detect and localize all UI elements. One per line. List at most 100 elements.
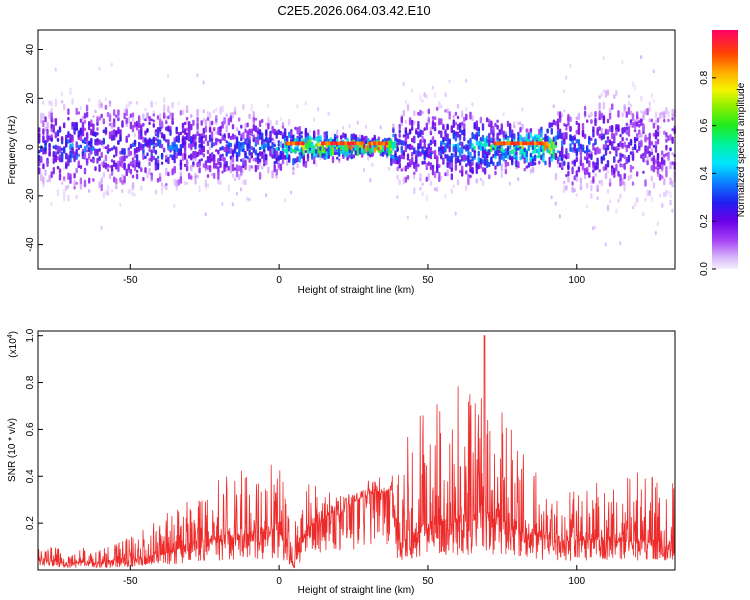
heatmap-cell (493, 141, 497, 146)
heatmap-cell (281, 147, 285, 152)
heatmap-cell (113, 160, 116, 168)
heatmap-cell (611, 132, 614, 140)
heatmap-cell (642, 170, 645, 174)
heatmap-cell (163, 184, 166, 188)
heatmap-cell (56, 165, 60, 170)
heatmap-cell (67, 116, 70, 121)
heatmap-cell (352, 133, 355, 140)
heatmap-cell (621, 145, 624, 149)
heatmap-cell (665, 132, 668, 138)
heatmap-cell (658, 112, 662, 120)
heatmap-cell (102, 145, 105, 150)
heatmap-cell (123, 112, 126, 120)
heatmap-cell (519, 121, 522, 126)
heatmap-cell (467, 155, 470, 163)
heatmap-cell (279, 155, 283, 160)
heatmap-cell (292, 141, 296, 146)
heatmap-cell (42, 120, 45, 128)
heatmap-cell (261, 118, 264, 124)
heatmap-cell (408, 159, 412, 164)
heatmap-cell (381, 151, 385, 157)
heatmap-cell (361, 134, 364, 143)
heatmap-cell (271, 137, 274, 141)
heatmap-cell (246, 155, 249, 160)
heatmap-cell (198, 148, 201, 156)
heatmap-cell (458, 169, 462, 174)
heatmap-cell (179, 110, 183, 116)
heatmap-cell (590, 193, 593, 200)
heatmap-cell (669, 137, 672, 141)
heatmap-cell (617, 124, 620, 131)
heatmap-cell (142, 153, 145, 158)
spectrogram-frame (37, 29, 676, 270)
heatmap-cell (579, 179, 582, 184)
heatmap-cell (254, 157, 258, 162)
heatmap-cell (433, 187, 437, 192)
heatmap-cell (431, 150, 435, 155)
heatmap-cell (526, 141, 530, 146)
heatmap-cell (369, 145, 372, 149)
heatmap-cell (79, 182, 83, 190)
heatmap-cell (413, 171, 416, 176)
heatmap-cell (469, 141, 472, 149)
heatmap-cell (100, 162, 103, 166)
heatmap-cell (536, 134, 539, 139)
heatmap-cell (261, 132, 264, 140)
heatmap-cell (629, 122, 633, 128)
heatmap-cell (363, 144, 366, 149)
heatmap-cell (623, 154, 626, 160)
heatmap-cell (202, 117, 205, 123)
heatmap-cell (596, 196, 599, 201)
heatmap-cell (406, 166, 410, 170)
heatmap-cell (52, 167, 55, 175)
heatmap-cell (473, 134, 476, 140)
heatmap-cell (581, 122, 585, 131)
heatmap-cell (98, 164, 101, 173)
heatmap-cell (496, 119, 499, 123)
heatmap-cell (135, 120, 139, 127)
heatmap-cell (658, 173, 662, 181)
heatmap-cell (475, 120, 478, 127)
heatmap-cell (629, 103, 633, 108)
heatmap-cell (644, 159, 647, 163)
heatmap-cell (296, 156, 299, 163)
heatmap-cell (577, 167, 581, 173)
heatmap-cell (129, 168, 133, 175)
heatmap-cell (315, 152, 318, 158)
heatmap-cell (73, 172, 76, 179)
heatmap-cell (404, 176, 408, 183)
heatmap-cell (183, 128, 187, 135)
heatmap-cell (54, 118, 58, 126)
heatmap-cell (536, 155, 539, 159)
heatmap-cell (486, 158, 489, 166)
heatmap-cell (427, 161, 430, 166)
heatmap-cell (494, 145, 497, 150)
heatmap-cell (429, 139, 433, 146)
heatmap-cell (83, 167, 87, 175)
heatmap-cell (42, 163, 45, 170)
heatmap-cell (213, 159, 216, 163)
heatmap-cell (531, 158, 535, 167)
heatmap-cell (669, 199, 672, 206)
heatmap-cell (631, 122, 635, 128)
heatmap-cell (288, 145, 291, 149)
heatmap-cell (339, 141, 343, 146)
heatmap-cell (523, 136, 526, 141)
heatmap-cell (525, 133, 528, 138)
snr-series (37, 335, 676, 569)
heatmap-cell (471, 148, 474, 152)
heatmap-cell (317, 107, 320, 112)
heatmap-cell (113, 176, 116, 183)
heatmap-cell (604, 90, 608, 98)
heatmap-cell (667, 111, 670, 118)
heatmap-cell (495, 141, 499, 146)
heatmap-cell (590, 111, 593, 117)
heatmap-cell (505, 141, 509, 146)
heatmap-cell (479, 116, 483, 124)
heatmap-cell (406, 144, 410, 149)
heatmap-cell (661, 111, 664, 116)
heatmap-cell (127, 116, 130, 124)
heatmap-cell (550, 128, 553, 135)
heatmap-cell (556, 164, 559, 169)
heatmap-cell (642, 152, 645, 157)
